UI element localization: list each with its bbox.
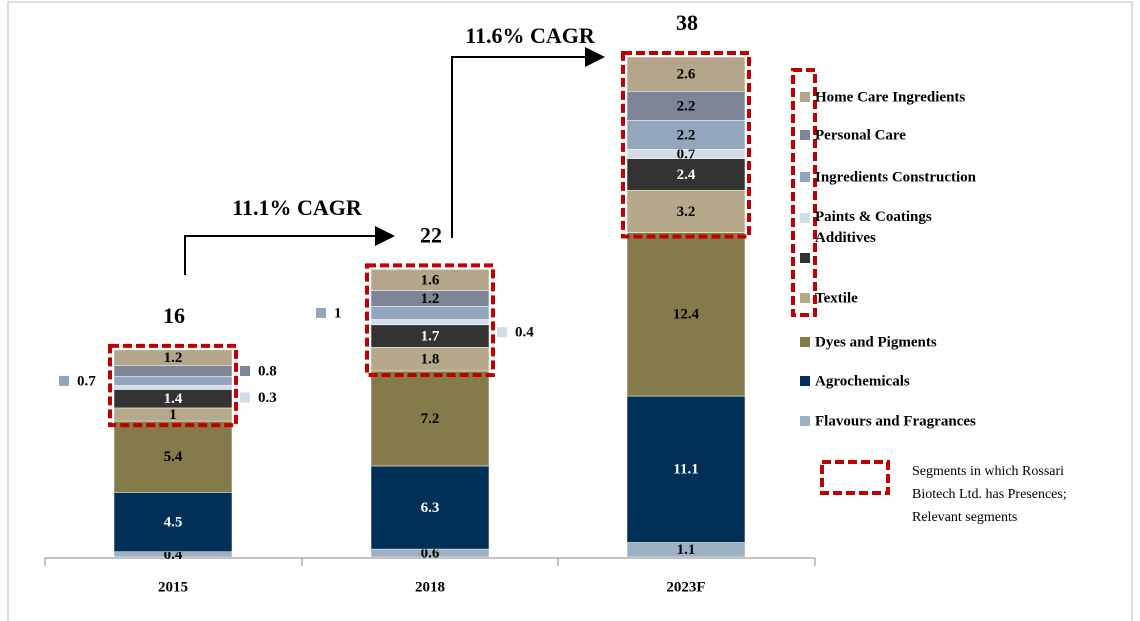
data-label: 0.7: [677, 146, 696, 162]
data-label: 2.2: [677, 127, 696, 143]
frame: [7, 1, 1133, 621]
data-label: 0.3: [258, 390, 277, 406]
legend-label: Dyes and Pigments: [815, 334, 937, 350]
data-label: 2.6: [677, 67, 696, 83]
data-label: 4.5: [164, 514, 183, 530]
x-tick-label: 2023F: [666, 579, 705, 595]
legend-marker: [800, 253, 810, 263]
bar-segment: [370, 319, 490, 326]
bar-segment: [626, 189, 746, 233]
data-label: 1.1: [677, 542, 696, 558]
presence-box: [108, 343, 238, 428]
bar-segment: [113, 349, 233, 366]
legend-marker: [800, 376, 810, 386]
label-marker: [497, 327, 507, 338]
note: Segments in which Rossari Biotech Ltd. h…: [912, 464, 1067, 525]
data-label: 11.1: [673, 462, 698, 478]
data-label: 1.7: [421, 328, 440, 344]
data-label: 0.6: [421, 545, 440, 561]
total-label: 22: [420, 222, 442, 247]
bar-segment: [113, 492, 233, 552]
data-label: 1.2: [421, 291, 440, 307]
legend-label: Paints & Coatings Additives: [815, 209, 932, 246]
total-label: 38: [676, 10, 698, 35]
legend-marker: [800, 92, 810, 102]
legend-marker: [800, 416, 810, 426]
data-label: 1.8: [421, 352, 440, 368]
data-label: 0.4: [515, 325, 534, 341]
label-marker: [240, 365, 250, 376]
data-label: 6.3: [421, 500, 440, 516]
data-label: 2.2: [677, 98, 696, 114]
bar-segment: [370, 465, 490, 550]
bar-segment: [626, 56, 746, 92]
data-label: 3.2: [677, 204, 696, 220]
x-tick-label: 2018: [415, 579, 445, 595]
data-label: 5.4: [164, 449, 183, 465]
legend-label: Ingredients Construction: [815, 169, 977, 185]
legend-marker: [800, 172, 810, 182]
annotation: 11.6% CAGR: [465, 23, 596, 48]
data-label: 12.4: [673, 307, 700, 323]
bar-segment: [626, 395, 746, 543]
bar-segment: [370, 269, 490, 291]
legend-label: Agrochemicals: [815, 373, 910, 389]
legend-marker: [800, 130, 810, 140]
cagr-arrow: [451, 47, 605, 238]
legend-label: Flavours and Fragrances: [815, 413, 976, 429]
bar-segment: [626, 91, 746, 121]
legend-marker: [800, 337, 810, 347]
bar-segment: [626, 120, 746, 150]
annotation: 11.1% CAGR: [232, 195, 363, 220]
data-label: 0.8: [258, 363, 277, 379]
data-label: 1.6: [421, 272, 440, 288]
legend-box: [791, 68, 817, 317]
data-label: 1.2: [164, 350, 183, 366]
bar-segment: [626, 232, 746, 397]
data-label: 1: [169, 407, 177, 423]
bar-segment: [370, 370, 490, 467]
bar-segment: [113, 365, 233, 377]
data-label: 7.2: [421, 411, 440, 427]
note-marker: [820, 460, 890, 495]
bar-segment: [113, 376, 233, 386]
data-label: 2.4: [677, 167, 696, 183]
presence-box: [621, 51, 751, 239]
x-tick-label: 2015: [158, 579, 188, 595]
bar-segment: [370, 306, 490, 320]
data-label: 1.4: [164, 391, 183, 407]
label-marker: [59, 375, 69, 386]
legend-label: Personal Care: [815, 127, 906, 143]
legend-marker: [800, 213, 810, 223]
cagr-arrow: [184, 226, 395, 275]
presence-box: [365, 263, 495, 377]
bar-segment: [113, 420, 233, 493]
label-marker: [316, 307, 326, 318]
data-label: 1: [334, 305, 342, 321]
total-label: 16: [163, 303, 185, 328]
legend-label: Home Care Ingredients: [815, 89, 965, 105]
data-label: 0.7: [77, 373, 96, 389]
bar-segment: [626, 158, 746, 191]
label-marker: [240, 392, 250, 403]
legend-marker: [800, 293, 810, 303]
legend-label: Textile: [815, 290, 858, 306]
bar-segment: [113, 385, 233, 390]
